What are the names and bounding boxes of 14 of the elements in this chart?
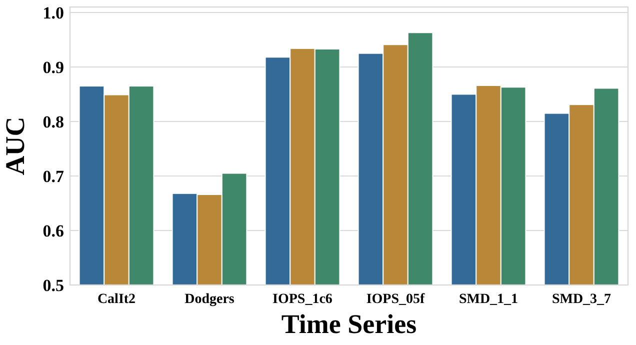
- x-tick-label: IOPS_1c6: [272, 292, 332, 307]
- x-axis-title: Time Series: [281, 309, 417, 339]
- y-tick-label: 0.7: [42, 166, 64, 186]
- x-tick-label: SMD_1_1: [458, 292, 518, 307]
- x-tick-label: SMD_3_7: [552, 292, 612, 307]
- y-tick-label: 1.0: [42, 3, 64, 22]
- y-tick-label: 0.9: [42, 58, 64, 77]
- y-tick-label: 0.6: [42, 221, 64, 240]
- x-tick-label: IOPS_05f: [366, 292, 426, 307]
- y-tick-label: 0.5: [42, 276, 64, 295]
- y-axis-title: AUC: [0, 116, 30, 176]
- y-tick-label: 0.8: [42, 112, 64, 132]
- x-tick-label: CalIt2: [97, 292, 136, 307]
- x-tick-label: Dodgers: [184, 292, 235, 307]
